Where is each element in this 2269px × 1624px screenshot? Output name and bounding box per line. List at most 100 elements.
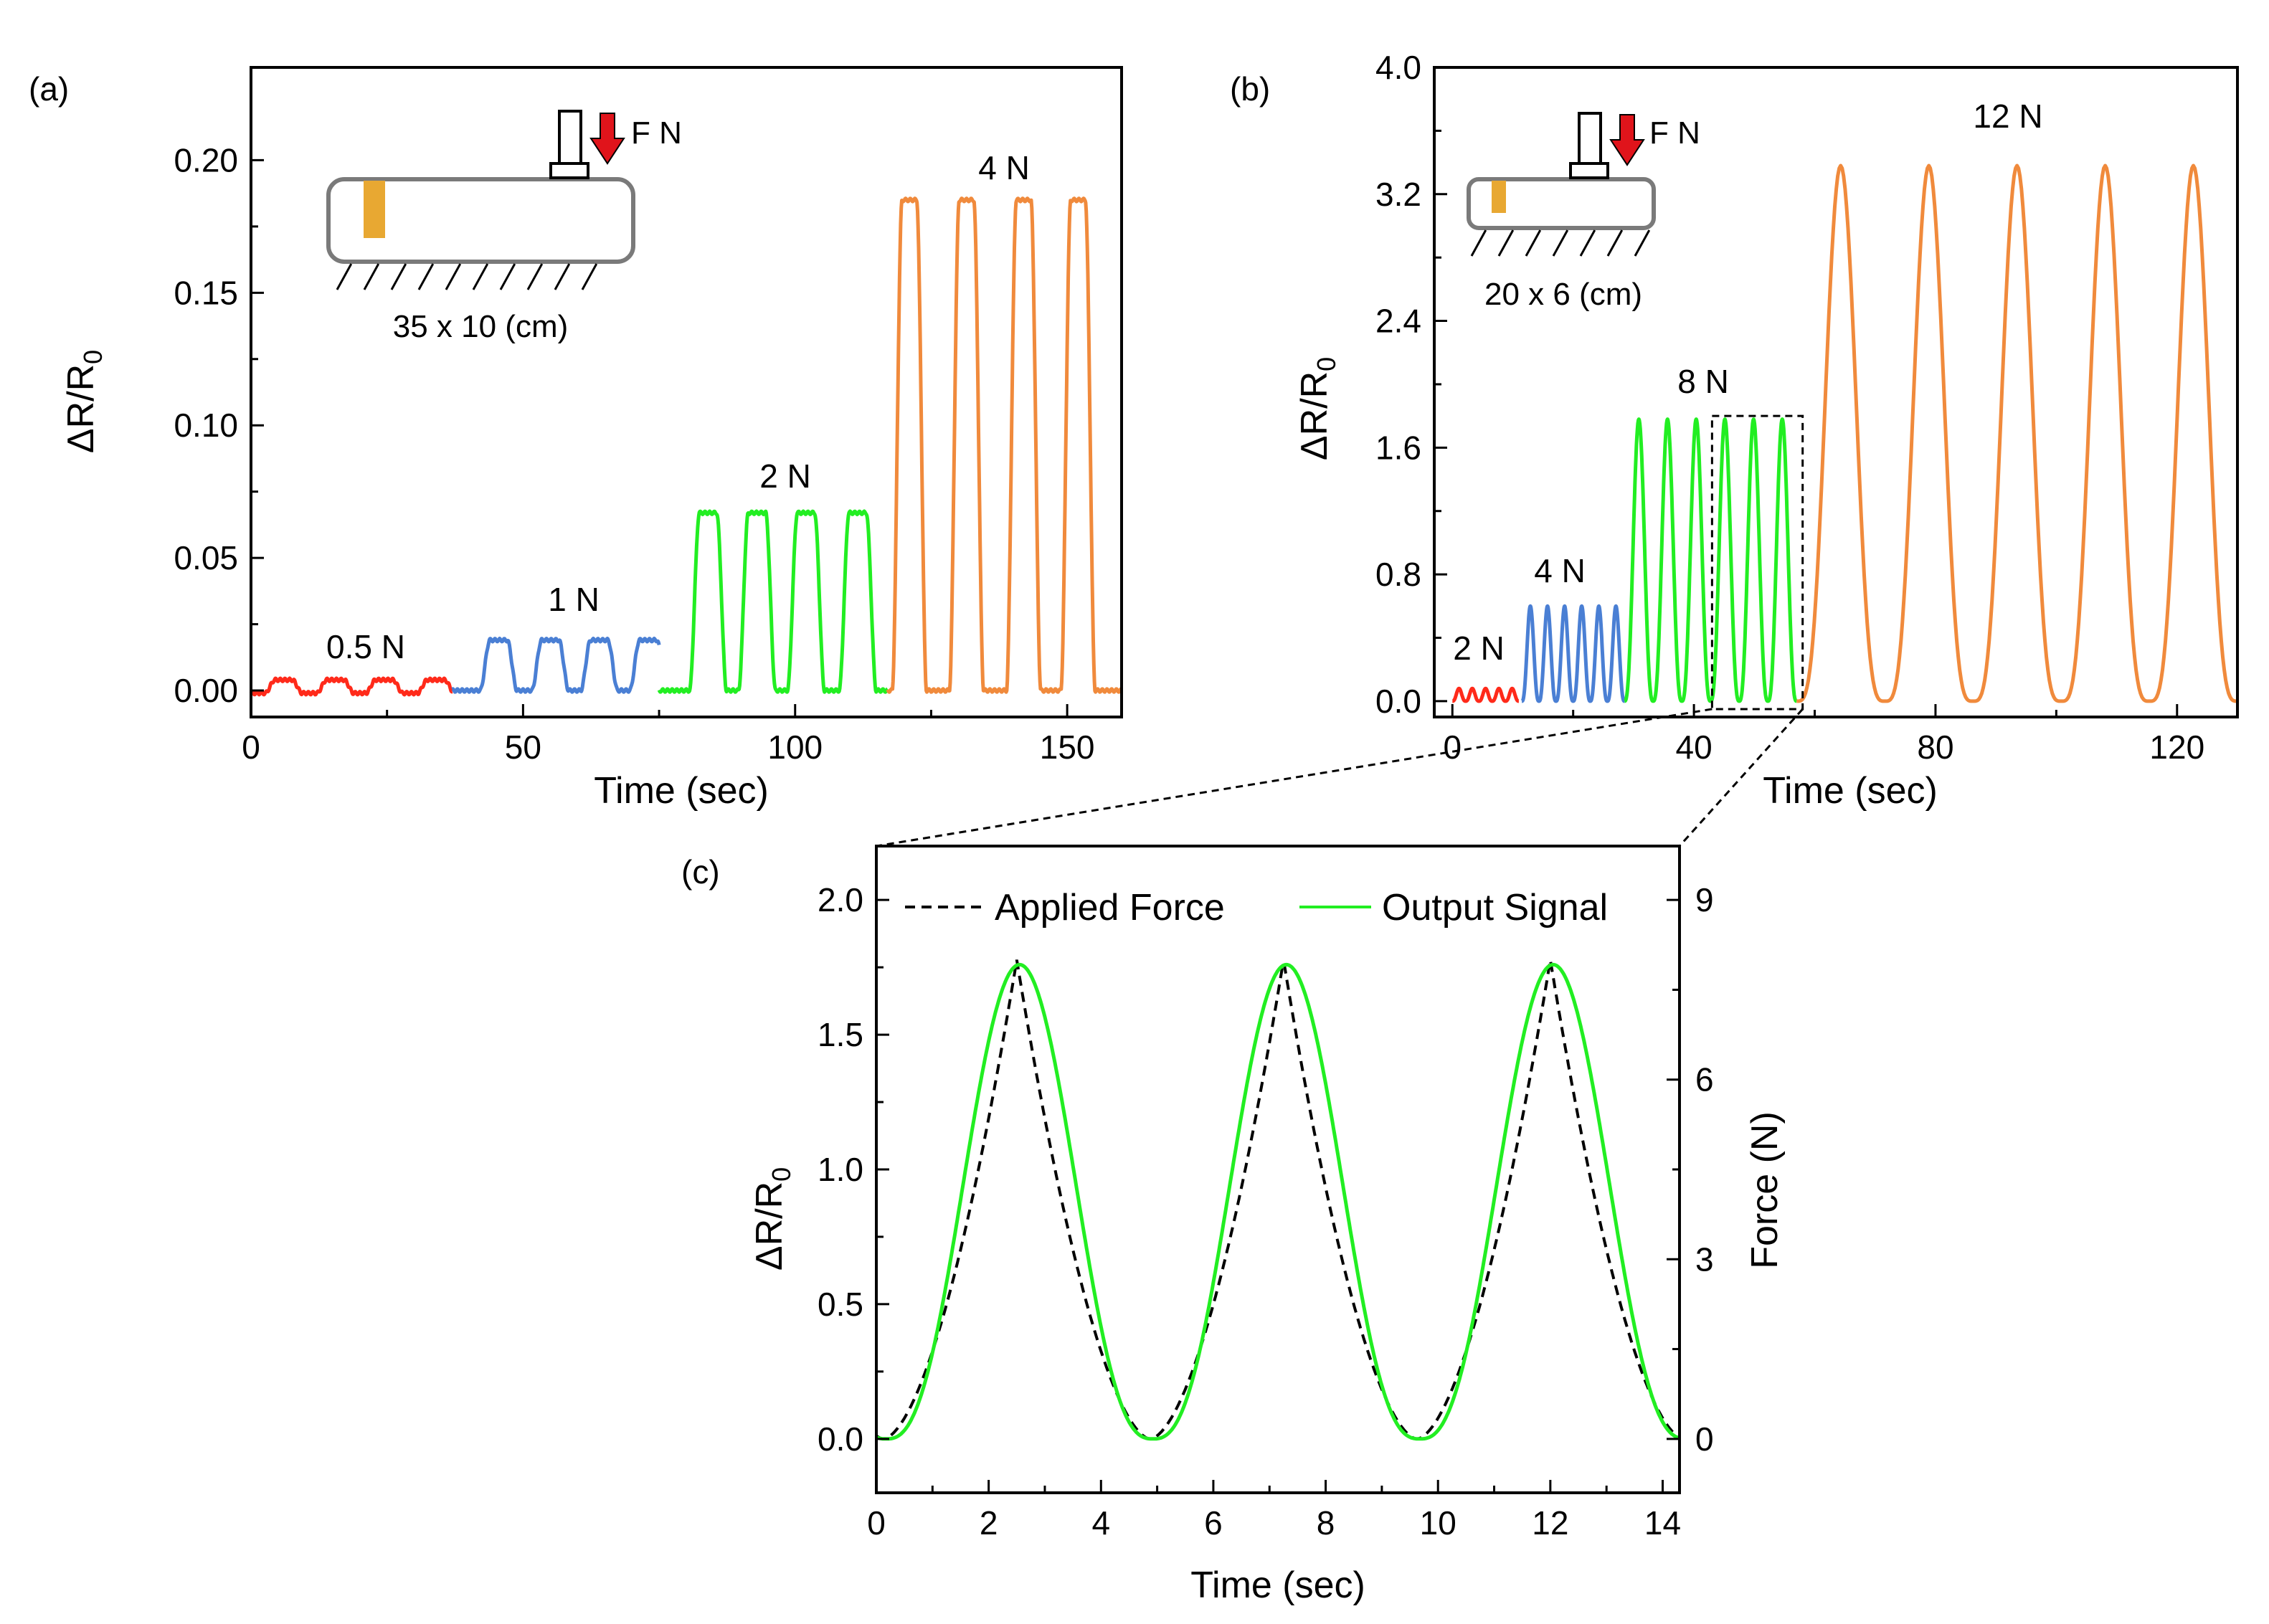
- panel-a: (a) 0 50 100 150 0.00 0.05 0.10 0.15 0.20 Time (…: [29, 66, 1123, 812]
- panel-c-y-right-title: Force (N): [1744, 1111, 1786, 1269]
- y-tick-label: 2.0: [818, 881, 863, 918]
- x-tick-label: 0: [242, 728, 260, 766]
- hatch-line: [1497, 229, 1515, 257]
- x-tick-label: 120: [2149, 728, 2204, 766]
- beam-b: [1467, 177, 1656, 230]
- panel-c-legend: Applied Force Output Signal: [905, 887, 1608, 929]
- panel-a-series-label-1N: 1 N: [548, 581, 600, 618]
- hatch-line: [1579, 229, 1596, 257]
- panel-b-series-8N: [1623, 417, 1799, 703]
- panel-b-series-label-12N: 12 N: [1973, 98, 2042, 135]
- y-tick-label: 0.15: [174, 274, 238, 311]
- panel-b-force-label: F N: [1649, 115, 1700, 151]
- legend-label-applied-force: Applied Force: [995, 887, 1225, 929]
- panel-a-series-2N: [657, 509, 889, 694]
- panel-c-series-output-signal: [875, 962, 1680, 1441]
- y-tick-label: 2.4: [1375, 303, 1421, 340]
- panel-b-series-12N: [1796, 163, 2238, 703]
- panel-a-series-label-2N: 2 N: [759, 457, 811, 495]
- panel-a-x-title: Time (sec): [594, 770, 769, 812]
- panel-b-size-label: 20 x 6 (cm): [1484, 277, 1642, 312]
- hatch-line: [499, 263, 516, 290]
- panel-b-series-label-4N: 4 N: [1534, 552, 1586, 589]
- beam-a: [326, 177, 635, 264]
- panel-b-label: (b): [1230, 70, 1270, 108]
- x-tick-label: 12: [1532, 1504, 1568, 1542]
- panel-b-plot: [1451, 163, 2238, 703]
- y-tick-label: 1.0: [818, 1151, 863, 1188]
- panel-c-ticks: 0 2 4 6 8 10 12 14 0.0 0.5 1.0 1.5 2.0 0 3 6 9: [818, 881, 1714, 1542]
- x-tick-label: 8: [1317, 1504, 1335, 1542]
- panel-a-label: (a): [29, 70, 69, 108]
- y-tick-label: 0.20: [174, 141, 238, 179]
- hatch-line: [1552, 229, 1569, 257]
- y-tick-label: 1.6: [1375, 429, 1421, 466]
- panel-a-series-label-0.5N: 0.5 N: [326, 628, 405, 665]
- x-tick-label: 50: [505, 728, 541, 766]
- x-tick-label: 10: [1420, 1504, 1456, 1542]
- hatch-line: [472, 263, 489, 290]
- force-arrow-icon-a: [589, 113, 625, 165]
- x-tick-label: 6: [1204, 1504, 1223, 1542]
- panel-b-y-title: ΔR/R0: [1294, 357, 1341, 460]
- panel-b-series-label-8N: 8 N: [1677, 363, 1729, 400]
- panel-a-series-4N: [886, 196, 1123, 694]
- hatch-line: [581, 263, 598, 290]
- zoom-connector-right: [1678, 708, 1804, 847]
- panel-b-inset-schematic: F N 20 x 6 (cm): [1467, 112, 1700, 312]
- sensor-patch-a: [364, 181, 385, 238]
- x-tick-label: 0: [1443, 728, 1462, 766]
- panel-b-x-title: Time (sec): [1763, 770, 1938, 812]
- panel-b-ticks: 0 40 80 120 0.0 0.8 1.6 2.4 3.2 4.0: [1375, 49, 2204, 766]
- indenter-tip-a: [549, 162, 589, 179]
- hatch-line: [526, 263, 544, 290]
- y-right-tick-label: 0: [1695, 1420, 1714, 1458]
- hatch-line: [363, 263, 380, 290]
- hatch-line: [336, 263, 353, 290]
- hatch-line: [1470, 229, 1487, 257]
- y-tick-label: 0.10: [174, 407, 238, 444]
- x-tick-label: 2: [980, 1504, 998, 1542]
- hatch-line: [554, 263, 571, 290]
- y-tick-label: 0.00: [174, 672, 238, 709]
- hatch-line: [390, 263, 407, 290]
- y-tick-label: 0.5: [818, 1286, 863, 1323]
- y-tick-label: 1.5: [818, 1016, 863, 1053]
- y-tick-label: 4.0: [1375, 49, 1421, 86]
- panel-a-y-title: ΔR/R0: [60, 350, 108, 453]
- panel-b-frame: [1433, 66, 2239, 718]
- x-tick-label: 80: [1917, 728, 1953, 766]
- panel-c-plot: [875, 959, 1681, 1441]
- y-tick-label: 0.0: [1375, 683, 1421, 720]
- panel-a-frame: [250, 66, 1123, 718]
- x-tick-label: 0: [867, 1504, 886, 1542]
- panel-c-label: (c): [681, 853, 720, 891]
- x-tick-label: 14: [1644, 1504, 1681, 1542]
- panel-b-series-4N: [1520, 604, 1626, 703]
- hatch-line: [1634, 229, 1651, 257]
- panel-c: (c) 0 2 4 6 8 10 12 14 0.0 0.5 1.0 1.5 2.0 0 3 6 9 Time …: [681, 845, 1786, 1606]
- indenter-tip-b: [1569, 162, 1609, 179]
- panel-b-series-2N: [1451, 686, 1521, 703]
- panel-a-series-0.5N: [249, 676, 454, 697]
- x-tick-label: 40: [1676, 728, 1713, 766]
- sensor-patch-b: [1492, 181, 1506, 213]
- panel-b-series-label-2N: 2 N: [1453, 630, 1505, 667]
- panel-b-hatch: [1470, 229, 1651, 257]
- y-tick-label: 3.2: [1375, 176, 1421, 213]
- y-right-tick-label: 9: [1695, 881, 1714, 918]
- zoom-connector-left: [876, 708, 1713, 847]
- hatch-line: [1606, 229, 1624, 257]
- panel-c-x-title: Time (sec): [1190, 1564, 1365, 1606]
- y-right-tick-label: 3: [1695, 1240, 1714, 1278]
- y-right-tick-label: 6: [1695, 1061, 1714, 1098]
- panel-b-zoom-box: [1710, 414, 1804, 711]
- panel-a-series-1N: [451, 637, 661, 694]
- hatch-line: [445, 263, 462, 290]
- y-tick-label: 0.05: [174, 539, 238, 576]
- legend-label-output-signal: Output Signal: [1382, 887, 1608, 929]
- indenter-body-a: [558, 110, 582, 165]
- panel-a-force-label: F N: [631, 115, 682, 151]
- panel-a-ticks: 0 50 100 150 0.00 0.05 0.10 0.15 0.20: [174, 141, 1094, 766]
